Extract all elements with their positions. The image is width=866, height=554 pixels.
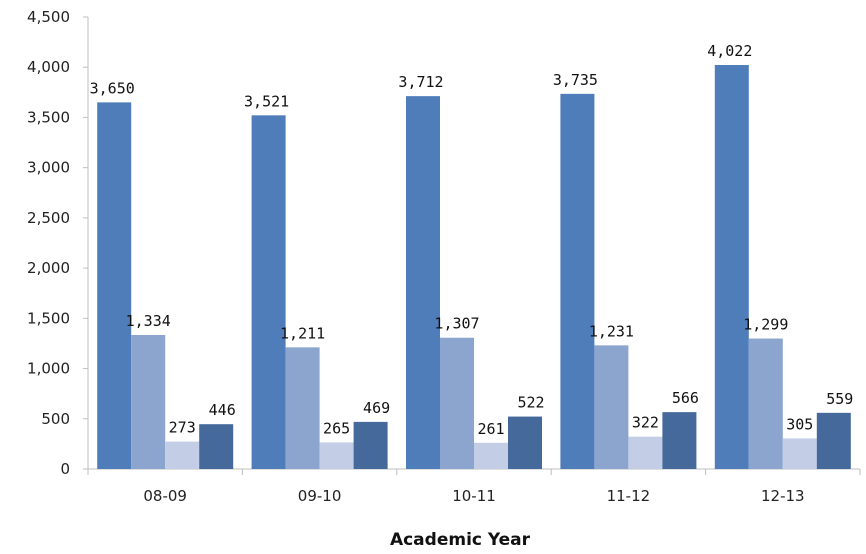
- bar-value-label: 261: [477, 420, 504, 438]
- y-axis: 0 500 1,000 1,500 2,000 2,500 3,000 3,500 4,000 4…: [27, 8, 89, 478]
- bar-value-label: 4,022: [707, 42, 752, 60]
- bar-value-label: 559: [826, 390, 853, 408]
- y-tick-label: 3,000: [27, 159, 70, 177]
- bar-value-label: 265: [323, 419, 350, 437]
- bar: [594, 345, 629, 469]
- x-tick-label: 12-13: [761, 487, 805, 505]
- data-labels: 3,650 3,521 3,712 3,735 4,022 1,334 1,211 1,307…: [90, 42, 854, 438]
- bar: [406, 96, 440, 470]
- y-tick-label: 0: [60, 460, 70, 478]
- bar-value-label: 3,521: [244, 92, 289, 110]
- bar-value-label: 522: [517, 394, 544, 412]
- bar-value-label: 305: [786, 415, 813, 433]
- bar-value-label: 469: [363, 399, 390, 417]
- y-tick-label: 500: [41, 410, 70, 428]
- bar-value-label: 1,307: [434, 315, 479, 333]
- bar: [662, 412, 697, 469]
- bar: [714, 65, 749, 469]
- bar: [440, 337, 474, 469]
- bar: [353, 421, 388, 469]
- x-axis: 08-09 09-10 10-11 11-12 12-13: [87, 468, 861, 505]
- bar: [319, 442, 354, 469]
- bar: [508, 416, 542, 469]
- bar-value-label: 3,712: [398, 73, 443, 91]
- y-tick-label: 1,500: [27, 309, 70, 327]
- bars: [97, 65, 851, 470]
- y-tick-label: 2,500: [27, 209, 70, 227]
- bar: [285, 347, 320, 469]
- bar-value-label: 273: [169, 419, 196, 437]
- x-tick-label: 08-09: [143, 487, 187, 505]
- bar: [748, 338, 783, 469]
- bar-value-label: 566: [672, 389, 699, 407]
- y-tick-label: 4,000: [27, 58, 70, 76]
- bar-value-label: 446: [209, 401, 236, 419]
- bar: [816, 412, 851, 469]
- bar: [474, 442, 508, 469]
- bar: [560, 93, 595, 469]
- y-tick-label: 2,000: [27, 259, 70, 277]
- bar-value-label: 1,231: [589, 322, 634, 340]
- x-tick-label: 11-12: [607, 487, 651, 505]
- bar: [97, 102, 132, 469]
- x-axis-title: Academic Year: [390, 530, 531, 550]
- bar: [131, 335, 166, 469]
- bar-value-label: 1,211: [280, 324, 325, 342]
- bar: [165, 441, 200, 469]
- bar: [199, 424, 234, 469]
- x-tick-label: 09-10: [298, 487, 342, 505]
- bar-value-label: 1,299: [743, 316, 788, 334]
- y-tick-label: 1,000: [27, 360, 70, 378]
- bar-value-label: 1,334: [126, 312, 171, 330]
- bar: [251, 115, 286, 469]
- y-tick-label: 3,500: [27, 108, 70, 126]
- bar-value-label: 3,735: [553, 71, 598, 89]
- bar-value-label: 322: [632, 414, 659, 432]
- bar: [628, 436, 663, 469]
- bar: [782, 438, 817, 469]
- y-tick-label: 4,500: [27, 8, 70, 26]
- x-tick-label: 10-11: [452, 487, 496, 505]
- bar-value-label: 3,650: [90, 79, 135, 97]
